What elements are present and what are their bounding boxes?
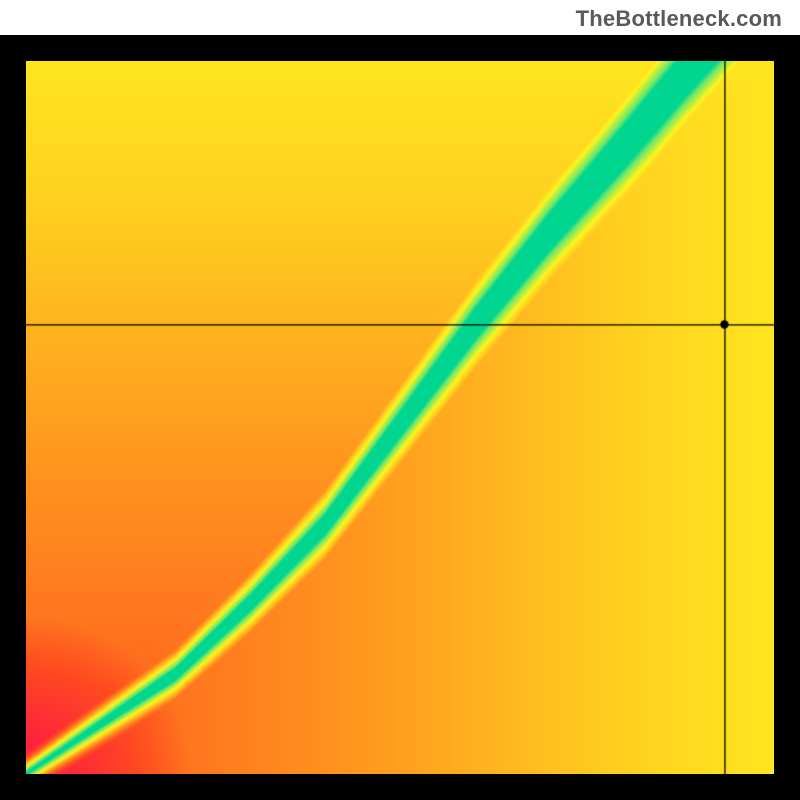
heatmap-canvas	[26, 61, 774, 774]
outer-frame	[0, 35, 800, 800]
chart-container: TheBottleneck.com	[0, 0, 800, 800]
attribution-text: TheBottleneck.com	[576, 6, 782, 32]
